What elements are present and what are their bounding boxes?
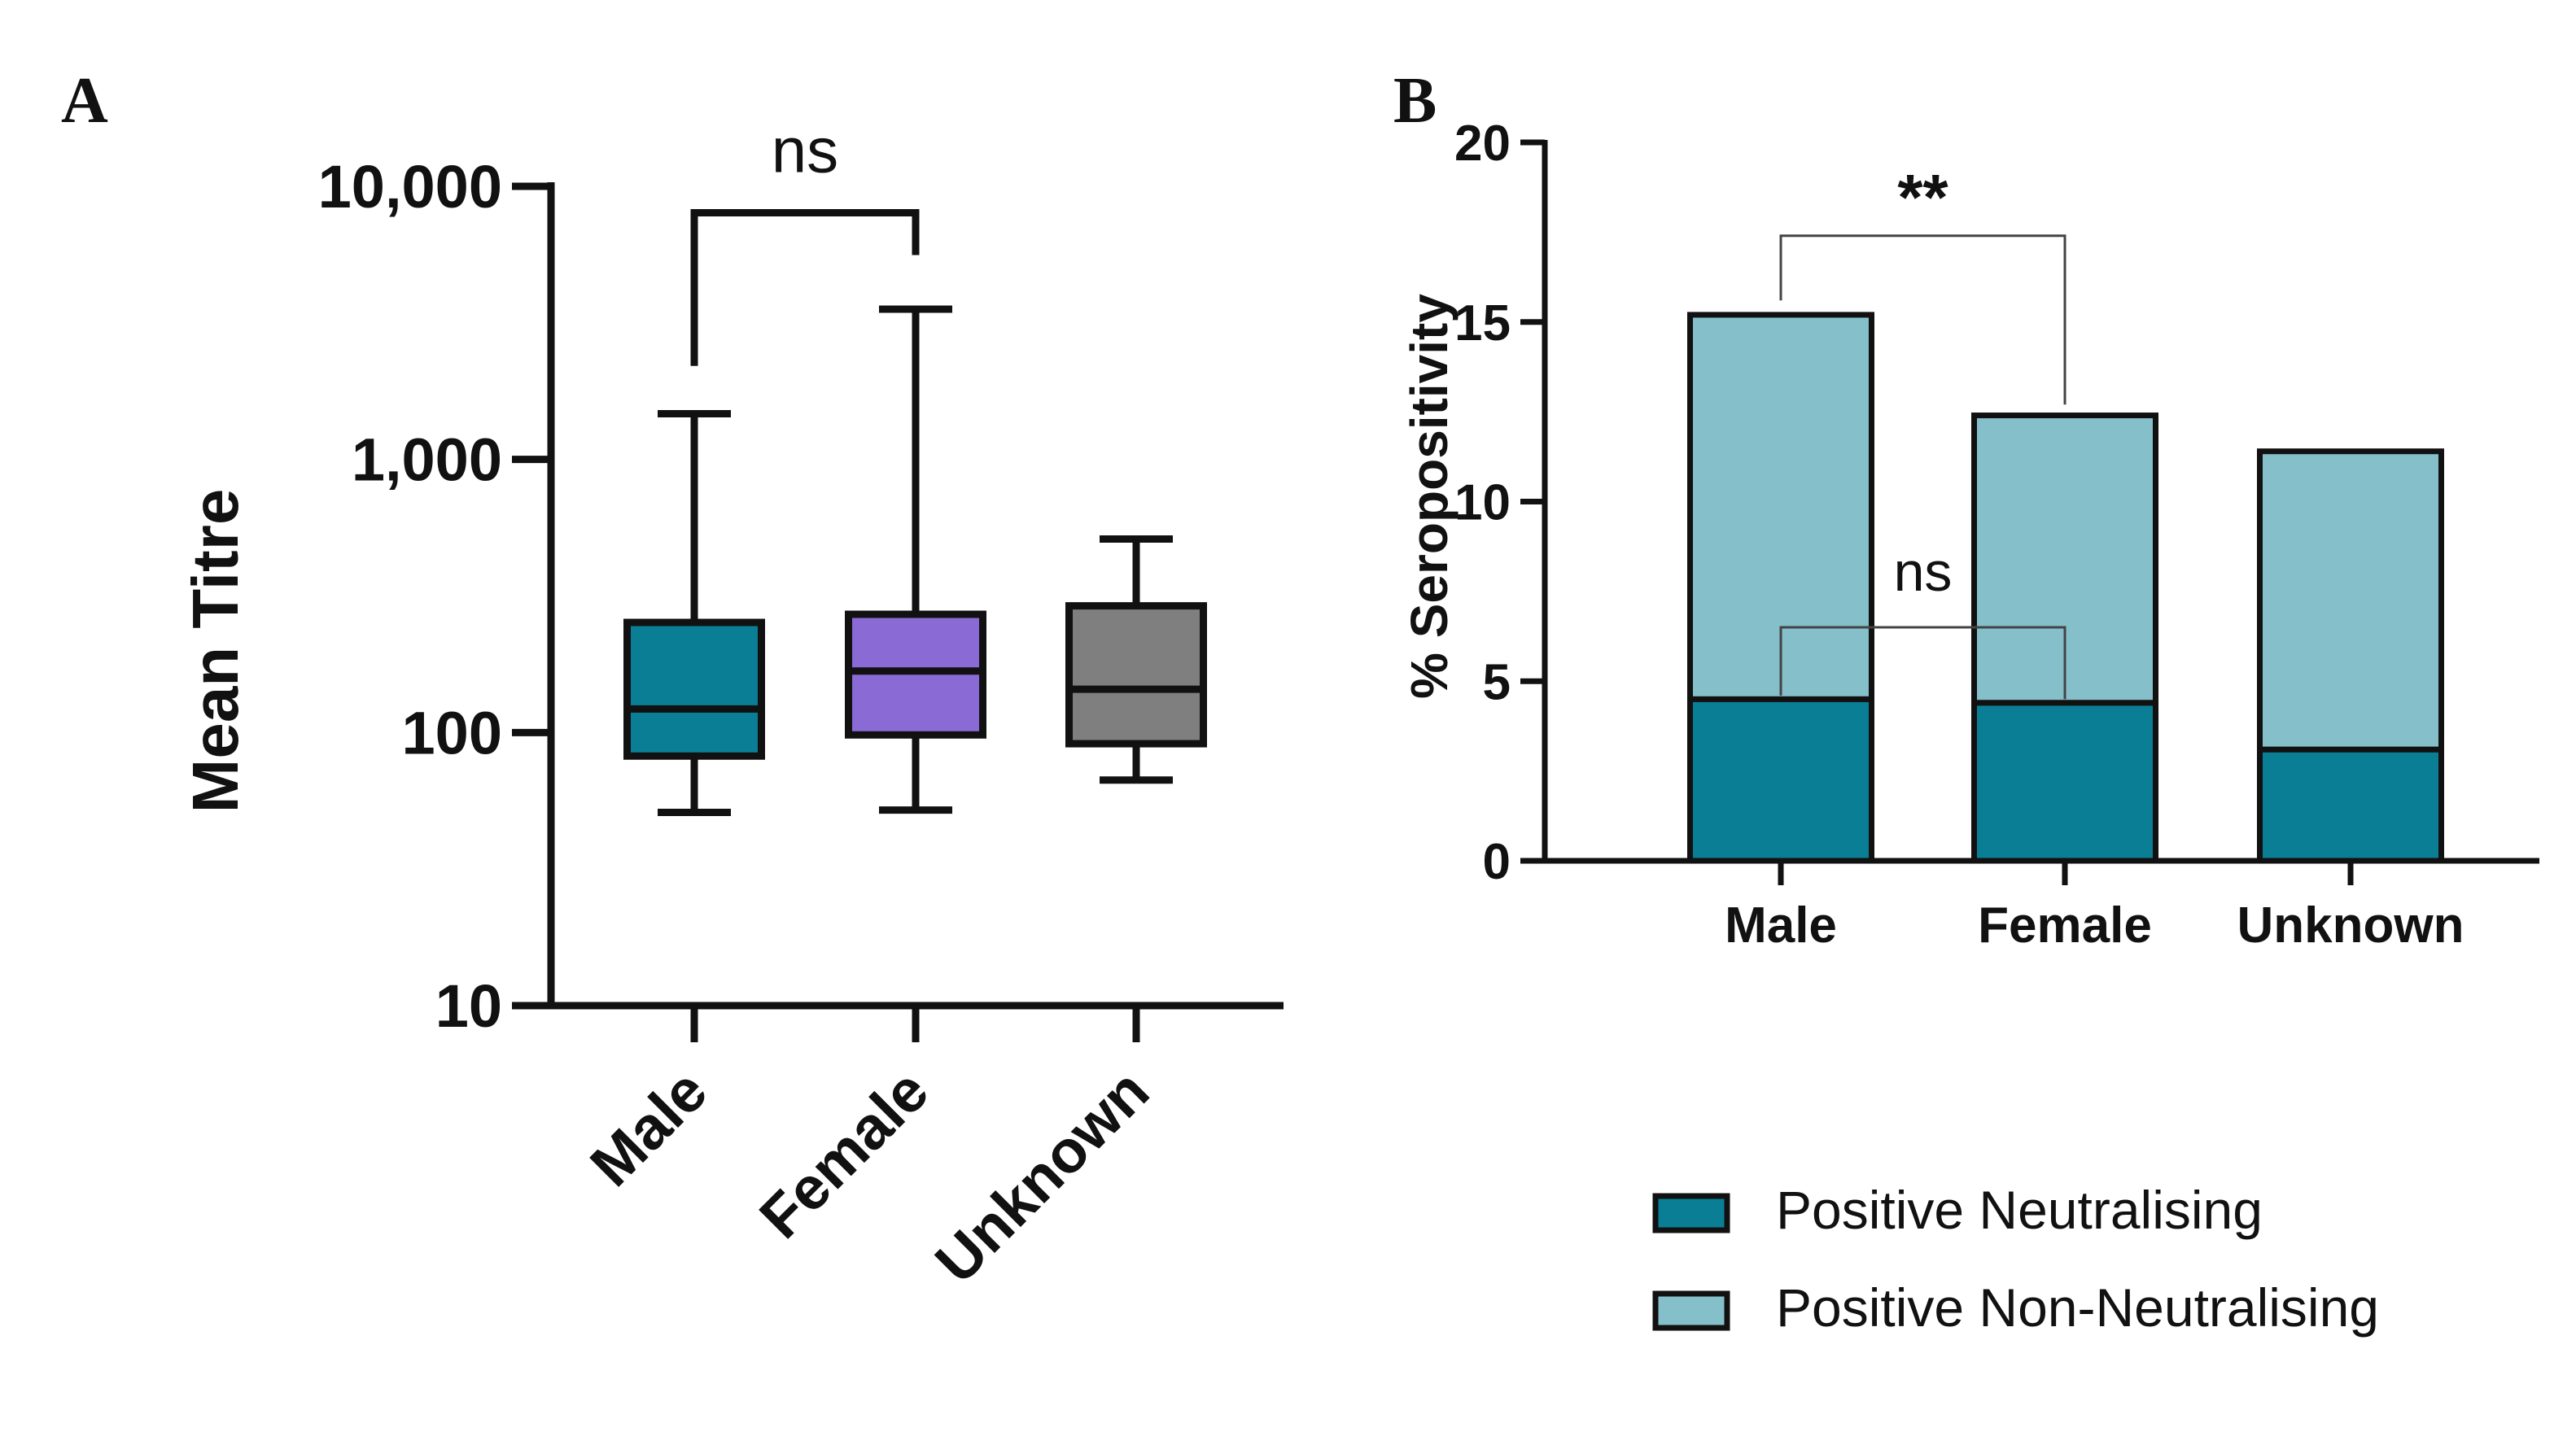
panel-label-a: A [61,65,108,137]
y-tick-label: 5 [1483,654,1511,710]
y-tick-label: 0 [1483,834,1511,890]
panel-label-b: B [1393,65,1437,137]
x-tick-label: Male [1725,897,1837,954]
legend-swatch [1652,1290,1730,1331]
x-tick-label: Female [746,1057,941,1251]
legend-label: Positive Neutralising [1776,1180,2263,1240]
y-tick-label: 15 [1454,295,1511,351]
bar-segment-unknown-non-neutralising [2257,448,2444,753]
y-tick-label: 10 [435,972,502,1040]
x-tick-label: Unknown [2237,897,2464,954]
x-tick-label: Female [1978,897,2152,954]
bar-segment-unknown-neutralising [2257,746,2444,864]
x-tick-label: Male [577,1057,719,1199]
bar-segment-male-neutralising [1687,696,1874,864]
box-unknown [1065,602,1207,748]
y-axis-label: Mean Titre [179,489,251,814]
y-axis-label: % Seropositivity [1400,294,1459,699]
y-tick-label: 10,000 [318,153,502,220]
legend-label: Positive Non-Neutralising [1776,1277,2379,1338]
significance-label: ns [1894,541,1953,603]
panel-a-boxplot: 10 100 1,000 10,000 Mean Titre Male FemaleUnkn… [179,115,1284,1296]
bar-segment-female-neutralising [1971,700,2158,864]
significance-label: ** [1897,161,1948,234]
y-tick-label: 1,000 [352,426,502,494]
box-male [623,618,765,760]
y-tick-label: 20 [1454,116,1511,172]
x-tick-label: Unknown [922,1057,1161,1296]
panel-b-stacked-bar: 0 5 10 15 20 % Seropositivity Male Female Unknow… [1400,116,2539,1338]
significance-bracket [1779,234,2066,405]
bar-segment-male-non-neutralising [1687,312,1874,702]
significance-bracket [1779,626,2066,700]
y-tick-label: 100 [402,699,502,766]
significance-label: ns [772,115,838,186]
significance-bracket [690,209,920,366]
y-tick-label: 10 [1454,475,1511,531]
legend-swatch [1652,1193,1730,1233]
